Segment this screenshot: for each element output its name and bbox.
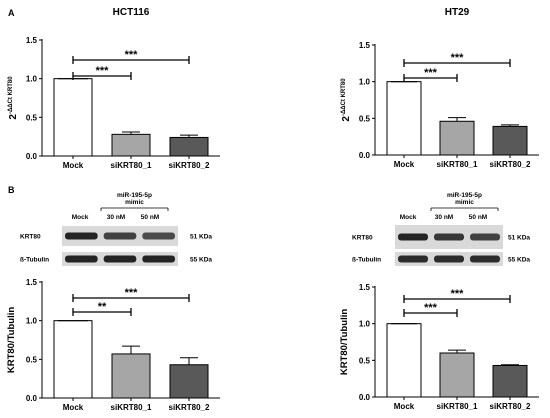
panel-label-a: A [8,8,15,18]
panel-label-b: B [8,185,15,195]
y-tick-label: 1.0 [26,317,38,326]
significance-label: *** [96,65,110,77]
band-size-label: 55 KDa [508,257,530,264]
chart-title: HT29 [445,7,470,18]
bar-sikrt80-1 [439,120,475,156]
protein-label: ß-Tubulin [352,257,381,264]
protein-label: ß-Tubulin [20,257,49,264]
bar-mock [53,78,93,157]
lane-label: 30 nM [107,214,125,221]
significance-label: *** [451,288,465,300]
lane-label: Mock [72,214,89,221]
bar-sikrt80-2 [492,125,528,156]
x-tick-label: siKRT80_2 [169,161,210,170]
bar-mock [386,323,422,398]
treatment-label: mimic [455,199,474,206]
protein-label: KRT80 [20,234,41,241]
chart-title: HCT116 [113,7,150,18]
y-tick-label: 1.0 [26,75,38,84]
bar-mock [53,320,93,399]
charts: HCT116 0.0 0.5 1.0 1.5 2-ΔΔCt KRT80 Mock siKRT8… [6,7,539,412]
blot-band [65,232,98,240]
bar-sikrt80-1 [439,352,475,398]
blot-band [434,255,464,263]
bar-sikrt80-2 [169,364,209,399]
significance-label: ** [98,301,107,313]
blot-band [103,232,137,240]
lane-label: 30 nM [435,214,453,221]
x-tick-label: Mock [63,403,84,412]
blot-band [103,255,137,263]
y-tick-label: 1.5 [26,278,38,287]
blot-band [142,232,175,240]
y-tick-label: 0.5 [26,113,38,122]
y-tick-label: 0.5 [359,356,371,365]
lane-label: 50 nM [141,214,159,221]
bar-chart-2: HT29 0.0 0.5 1.0 1.5 2-ΔΔCt KRT80 Mock siKRT80_… [341,7,539,169]
bar-chart-3: 0.0 0.5 1.0 1.5 KRT80/Tubulin Mock siKRT80_1 si… [6,278,220,412]
y-tick-label: 1.5 [359,41,371,50]
treatment-label: miR-195-5p [447,192,482,199]
y-tick-label: 0.0 [26,152,38,161]
significance-label: *** [424,67,438,79]
x-tick-label: siKRT80_1 [437,160,478,169]
x-tick-label: Mock [394,402,415,411]
y-axis-label: 2-ΔΔCt KRT80 [341,78,352,122]
x-tick-label: Mock [394,160,415,169]
x-tick-label: siKRT80_1 [111,161,152,170]
blot-band [398,255,428,263]
treatment-label: miR-195-5p [117,192,152,199]
y-tick-label: 0.0 [359,393,371,402]
x-tick-label: siKRT80_1 [111,403,152,412]
y-axis-label: 2-ΔΔCt KRT80 [8,76,19,120]
x-tick-label: siKRT80_2 [490,402,531,411]
y-tick-label: 1.5 [359,283,371,292]
band-size-label: 51 KDa [190,234,212,241]
y-axis-label: KRT80/Tubulin [339,309,350,376]
lane-label: 50 nM [469,214,487,221]
significance-label: *** [125,287,139,299]
bar-mock [386,81,422,156]
band-size-label: 51 KDa [508,235,530,242]
blot-band [470,233,500,241]
blot-band [470,255,500,263]
y-axis-label: KRT80/Tubulin [6,307,17,374]
bar-sikrt80-2 [169,136,209,157]
bar-sikrt80-2 [492,364,528,398]
blot-band [142,255,175,263]
bar-chart-4: 0.0 0.5 1.0 1.5 KRT80/Tubulin Mock siKRT80_1 si… [339,283,539,411]
x-tick-label: siKRT80_2 [490,160,531,169]
significance-label: *** [424,302,438,314]
y-tick-label: 1.5 [26,36,38,45]
blot-band [434,233,464,241]
bar-sikrt80-1 [111,353,151,399]
lane-label: Mock [400,214,417,221]
bar-chart-1: HCT116 0.0 0.5 1.0 1.5 2-ΔΔCt KRT80 Mock siKRT8… [8,7,220,170]
y-tick-label: 0.0 [359,151,371,160]
x-tick-label: siKRT80_2 [169,403,210,412]
y-tick-label: 0.5 [26,355,38,364]
band-size-label: 55 KDa [190,257,212,264]
protein-label: KRT80 [352,235,373,242]
treatment-label: mimic [125,199,144,206]
blot-band [398,233,428,241]
y-tick-label: 1.0 [359,320,371,329]
bar-sikrt80-1 [111,133,151,157]
significance-label: *** [451,52,465,64]
y-tick-label: 1.0 [359,78,371,87]
y-tick-label: 0.0 [26,394,38,403]
y-tick-label: 0.5 [359,114,371,123]
x-tick-label: siKRT80_1 [437,402,478,411]
blot-band [65,255,98,263]
significance-label: *** [125,49,139,61]
x-tick-label: Mock [63,161,84,170]
